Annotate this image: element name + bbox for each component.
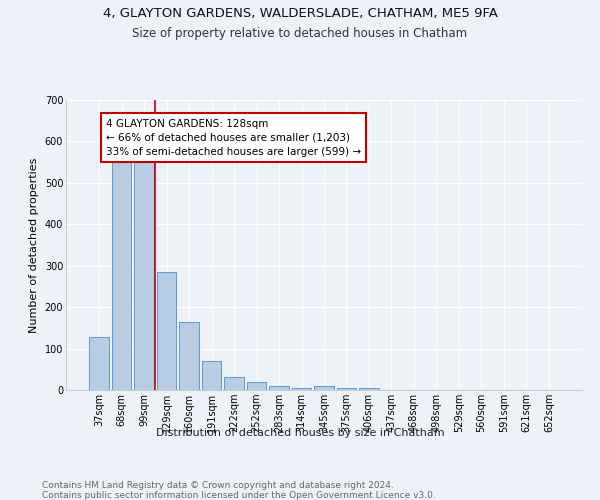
Bar [314, 386, 334, 390]
Bar [179, 322, 199, 390]
Bar [247, 382, 266, 390]
Bar [292, 388, 311, 390]
Text: 4 GLAYTON GARDENS: 128sqm
← 66% of detached houses are smaller (1,203)
33% of se: 4 GLAYTON GARDENS: 128sqm ← 66% of detac… [106, 118, 361, 156]
Bar [224, 376, 244, 390]
Text: Contains HM Land Registry data © Crown copyright and database right 2024.
Contai: Contains HM Land Registry data © Crown c… [42, 480, 436, 500]
Bar [337, 388, 356, 390]
Bar [359, 388, 379, 390]
Text: Distribution of detached houses by size in Chatham: Distribution of detached houses by size … [155, 428, 445, 438]
Bar [134, 159, 154, 390]
Y-axis label: Number of detached properties: Number of detached properties [29, 158, 39, 332]
Bar [112, 159, 131, 390]
Bar [89, 337, 109, 390]
Bar [269, 386, 289, 390]
Bar [157, 272, 176, 390]
Text: 4, GLAYTON GARDENS, WALDERSLADE, CHATHAM, ME5 9FA: 4, GLAYTON GARDENS, WALDERSLADE, CHATHAM… [103, 8, 497, 20]
Bar [202, 361, 221, 390]
Text: Size of property relative to detached houses in Chatham: Size of property relative to detached ho… [133, 28, 467, 40]
